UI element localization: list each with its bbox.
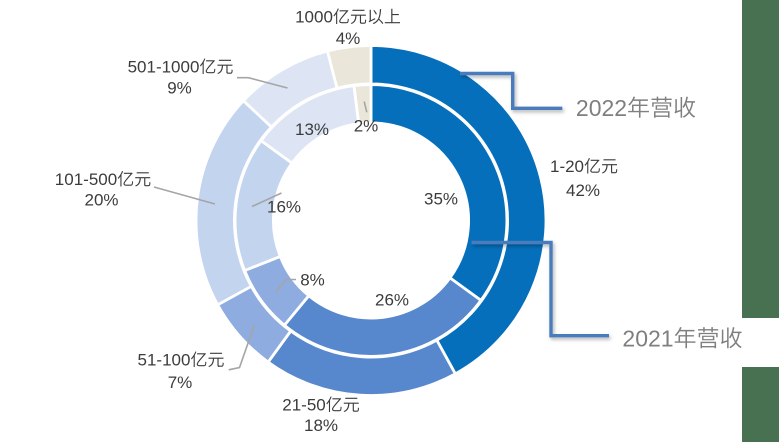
svg-text:26%: 26%: [375, 291, 409, 310]
svg-text:501-1000: 501-1000: [128, 58, 200, 77]
svg-text:18%: 18%: [304, 416, 338, 435]
svg-text:21-50: 21-50: [282, 396, 325, 415]
svg-text:13%: 13%: [295, 120, 329, 139]
svg-text:2022: 2022: [576, 95, 627, 121]
svg-text:1-20: 1-20: [550, 157, 584, 176]
svg-text:1000: 1000: [295, 8, 333, 27]
svg-text:8%: 8%: [300, 271, 325, 290]
svg-text:42%: 42%: [566, 181, 600, 200]
svg-text:2%: 2%: [354, 117, 379, 136]
svg-text:2021: 2021: [622, 325, 673, 351]
svg-text:9%: 9%: [167, 79, 192, 98]
svg-text:4%: 4%: [336, 29, 361, 48]
svg-text:51-100: 51-100: [138, 351, 191, 370]
svg-text:7%: 7%: [168, 373, 193, 392]
svg-text:35%: 35%: [424, 190, 458, 209]
svg-text:20%: 20%: [84, 191, 118, 210]
svg-text:16%: 16%: [267, 198, 301, 217]
svg-text:101-500: 101-500: [55, 170, 117, 189]
